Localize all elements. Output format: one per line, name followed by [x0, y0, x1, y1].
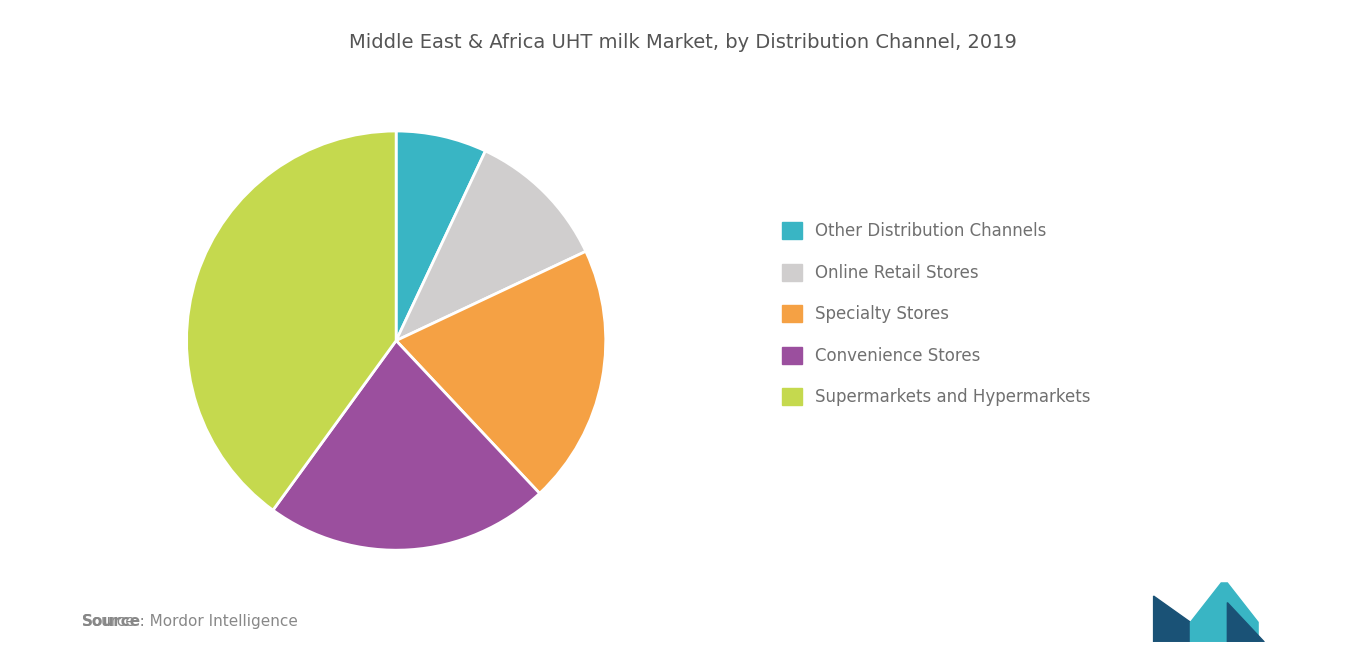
Polygon shape	[1191, 583, 1258, 642]
Wedge shape	[396, 131, 485, 341]
Text: Middle East & Africa UHT milk Market, by Distribution Channel, 2019: Middle East & Africa UHT milk Market, by…	[350, 33, 1016, 52]
Wedge shape	[396, 151, 586, 341]
Wedge shape	[187, 131, 396, 510]
Text: Source : Mordor Intelligence: Source : Mordor Intelligence	[82, 614, 298, 629]
Polygon shape	[1227, 603, 1265, 642]
Legend: Other Distribution Channels, Online Retail Stores, Specialty Stores, Convenience: Other Distribution Channels, Online Reta…	[773, 214, 1098, 415]
Polygon shape	[1153, 596, 1191, 642]
Wedge shape	[396, 252, 605, 493]
Text: Source: Source	[82, 614, 141, 629]
Wedge shape	[273, 341, 540, 550]
